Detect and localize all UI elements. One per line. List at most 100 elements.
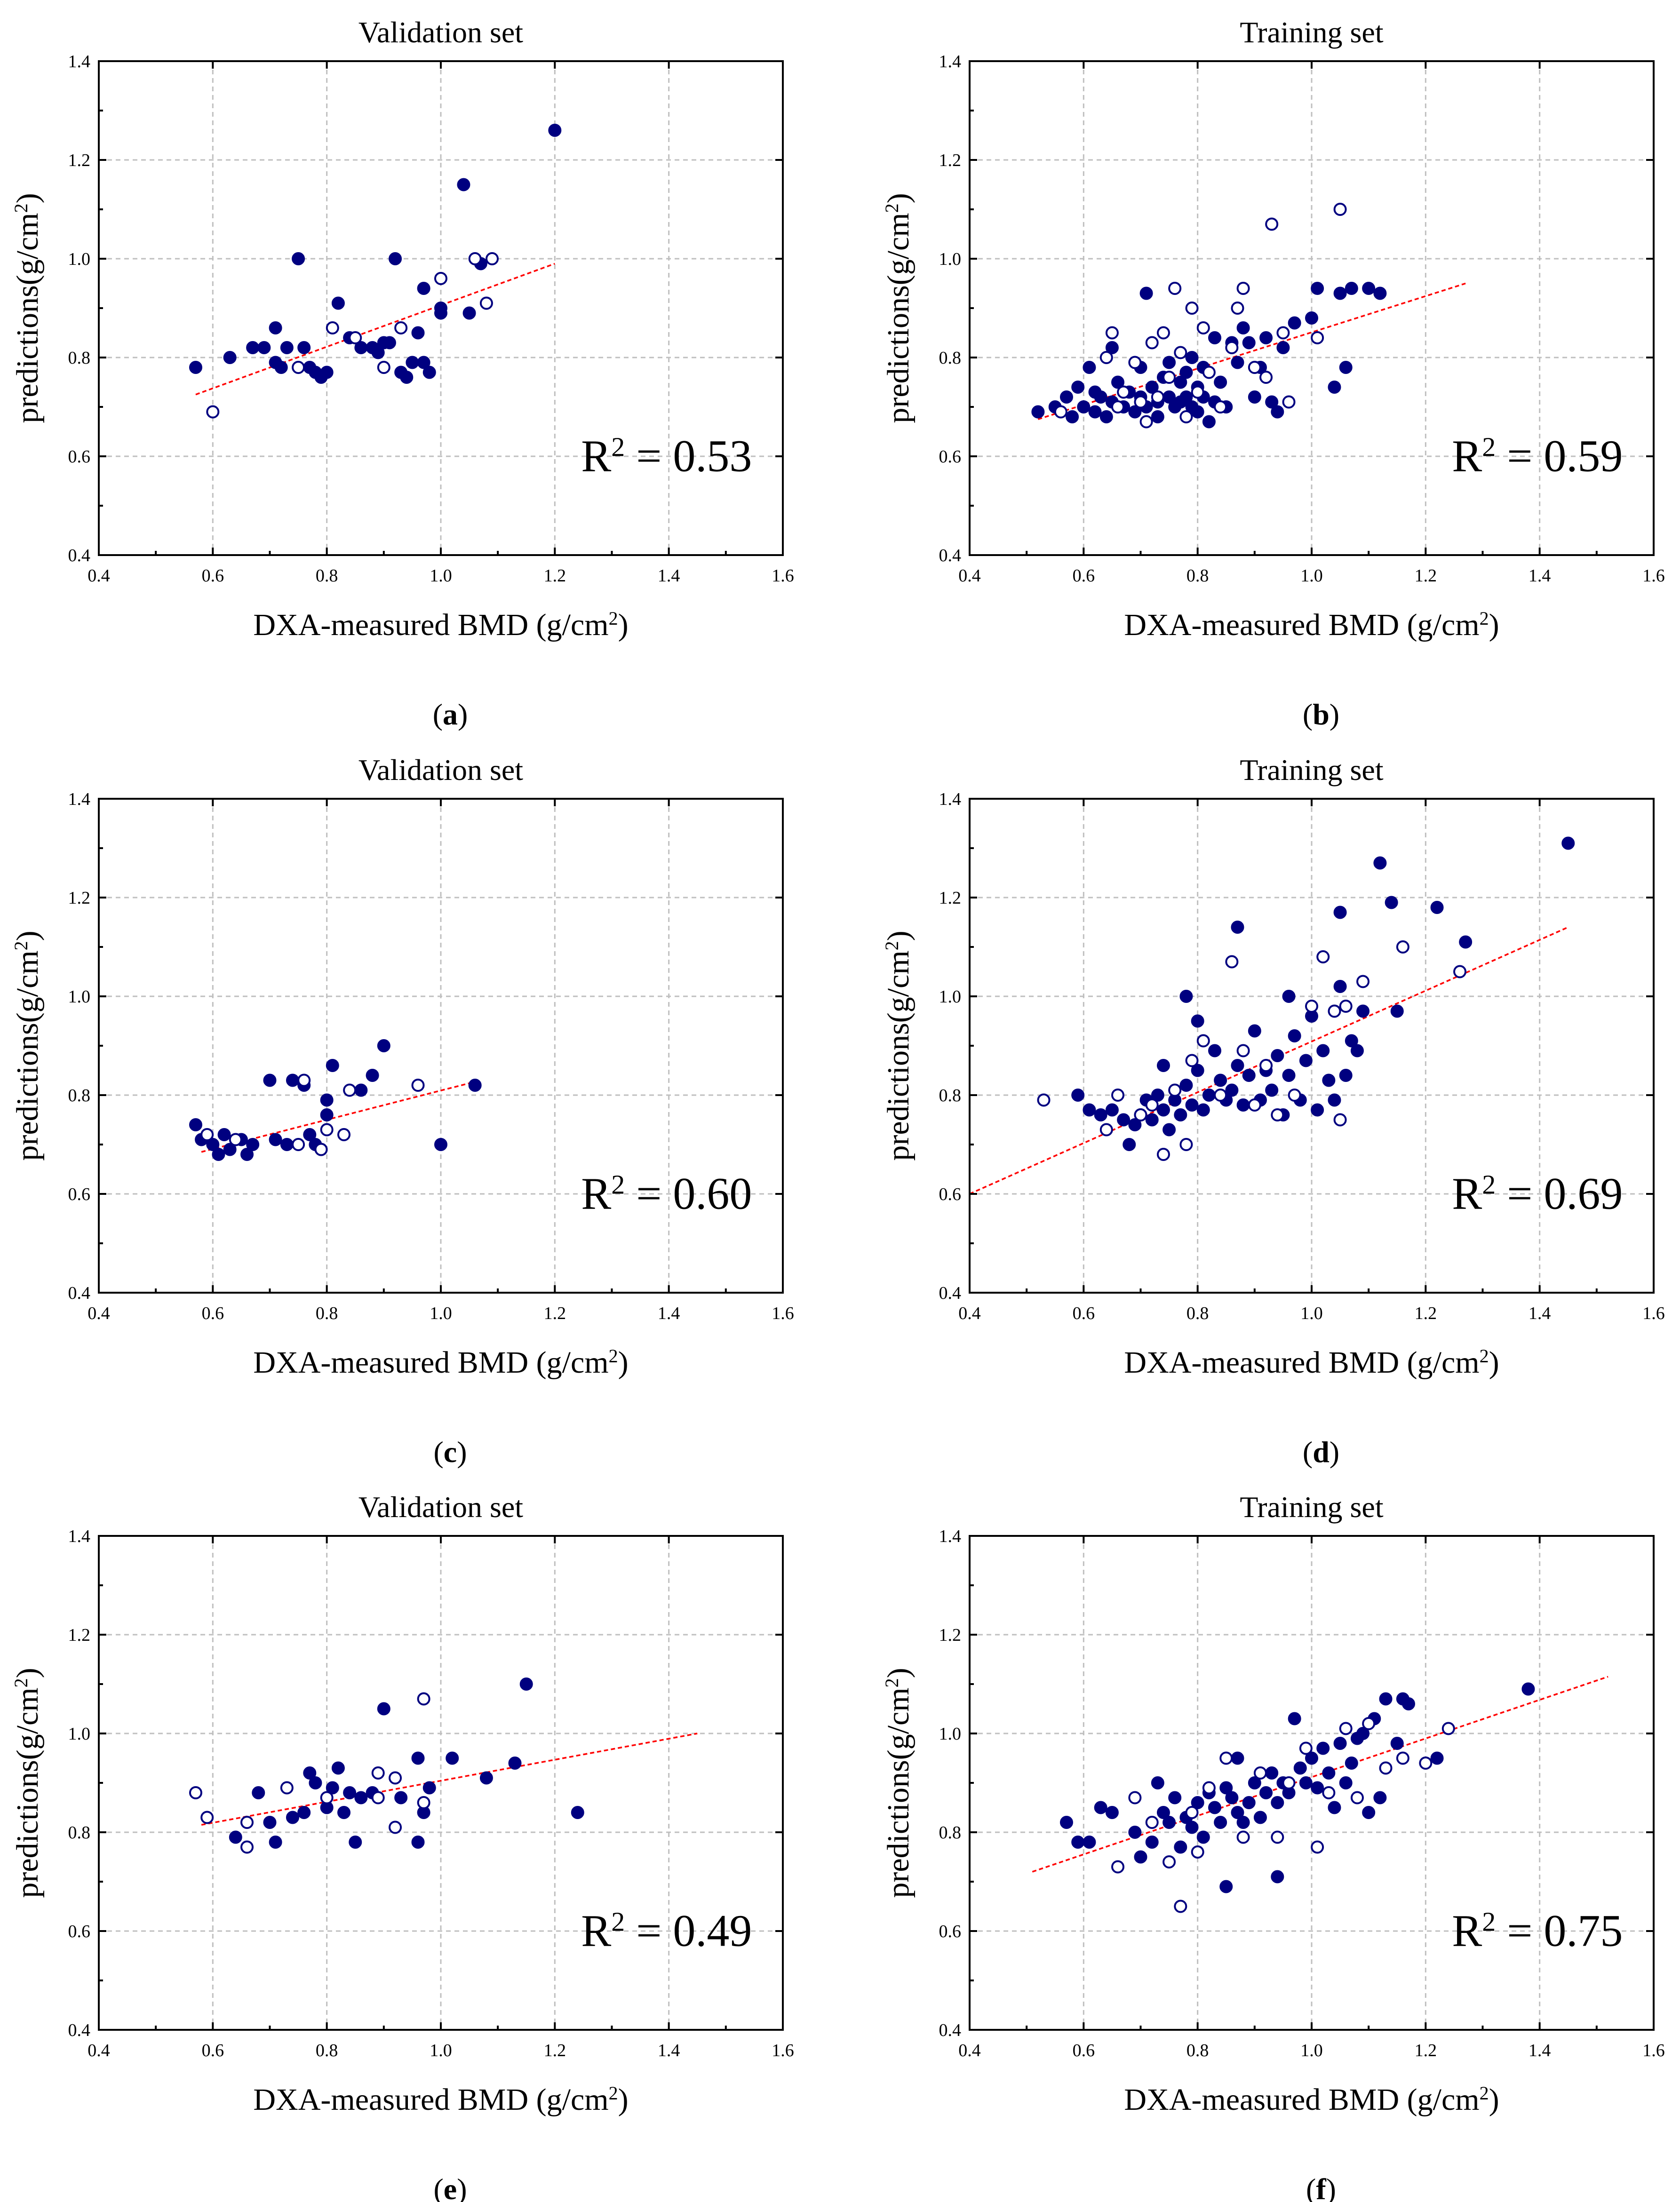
y-tick-label: 0.4 [939,2020,962,2040]
x-tick-label: 0.8 [316,2041,338,2060]
data-point-filled [1282,990,1296,1003]
data-point-filled [1179,366,1193,379]
data-point-filled [1271,1870,1284,1884]
data-point-filled [1162,1123,1176,1137]
data-point-filled [1299,1054,1313,1067]
data-point-filled [1225,1791,1239,1805]
data-point-filled [1350,1044,1364,1057]
data-point-filled [1271,405,1284,419]
data-point-open [200,1128,214,1141]
data-point-open [371,1766,385,1780]
data-point-filled [1299,1776,1313,1789]
x-tick-label: 0.4 [88,566,110,586]
data-point-filled [1208,1801,1222,1814]
x-tick-label: 0.8 [316,1304,338,1323]
grid [970,61,1654,555]
data-point-open [411,1079,425,1092]
data-point-filled [1071,1836,1085,1849]
data-point-filled [1156,1806,1170,1819]
data-point-filled [1208,331,1222,344]
data-point-open [1185,1806,1199,1819]
panel-title: Training set [1240,1490,1383,1524]
data-point-open [1174,346,1187,359]
data-point-open [377,361,390,374]
data-point-open [1168,1083,1182,1097]
data-point-filled [212,1148,225,1161]
data-point-filled [519,1677,533,1691]
data-point-filled [422,1781,436,1795]
data-point-filled [1328,1093,1341,1107]
data-point-filled [1248,390,1261,404]
data-point-filled [189,1118,202,1131]
data-point-filled [1333,980,1347,993]
data-point-filled [1345,1757,1358,1770]
y-axis-title: predictions(g/cm2) [881,930,916,1161]
data-point-open [1111,1860,1125,1874]
data-point-filled [1305,1751,1318,1765]
y-tick-label: 1.2 [68,888,91,908]
panel-a: 0.4 0.6 0.8 1.0 1.2 1.4 1.6 0.4 0.6 0.8 1.0 1.2 1.4 V… [10,16,794,731]
data-point-filled [1328,1801,1341,1814]
data-point-open [326,321,339,334]
data-point-filled [1214,1073,1227,1087]
data-point-filled [354,1083,368,1097]
data-point-filled [434,1138,447,1151]
data-point-filled [1128,405,1142,419]
data-point-filled [246,341,260,354]
data-point-filled [1242,1069,1256,1082]
data-point-filled [269,321,282,334]
data-point-filled [286,1811,299,1824]
data-point-filled [1083,1836,1096,1849]
data-point-filled [1139,286,1153,300]
data-point-filled [377,1702,390,1716]
data-point-filled [371,346,385,359]
data-point-filled [457,178,470,191]
data-point-filled [354,1791,368,1805]
data-point-open [1453,965,1467,978]
data-point-filled [1128,1826,1142,1839]
x-tick-label: 0.6 [1073,566,1095,586]
panel-b: 0.4 0.6 0.8 1.0 1.2 1.4 1.6 0.4 0.6 0.8 1.0 1.2 1.4 T… [881,16,1665,731]
r-squared-label: R2 = 0.69 [1452,1169,1623,1219]
data-point-filled [1196,1103,1210,1117]
y-tick-label: 0.6 [939,1184,962,1204]
data-point-open [1339,1000,1353,1013]
data-point-filled [280,341,294,354]
data-point-filled [263,1073,277,1087]
data-point-filled [1094,390,1107,404]
data-point-open [349,331,362,344]
data-point-filled [1322,1073,1336,1087]
data-point-filled [1105,1103,1119,1117]
x-tick-label: 1.2 [1415,2041,1437,2060]
x-tick-label: 0.8 [316,566,338,586]
r-squared-label: R2 = 0.49 [581,1906,752,1956]
points [189,1677,584,1854]
data-point-filled [1322,1766,1336,1780]
data-point-open [1037,1093,1051,1107]
data-point-filled [1311,282,1324,295]
x-tick-label: 1.0 [1300,566,1323,586]
data-point-filled [1328,381,1341,394]
data-point-filled [1066,410,1079,423]
data-point-open [1225,341,1239,354]
data-point-filled [1356,1727,1370,1740]
data-point-filled [1145,1113,1159,1127]
points [189,124,562,419]
data-point-filled [1214,1816,1227,1829]
data-point-filled [1094,1801,1107,1814]
data-point-open [479,296,493,310]
x-axis-title: DXA-measured BMD (g/cm2) [253,2083,628,2117]
data-point-filled [1345,1034,1358,1048]
data-point-filled [1225,1083,1239,1097]
data-point-filled [331,1761,345,1775]
x-tick-label: 0.6 [202,566,224,586]
data-point-open [1248,1098,1261,1112]
r-squared-label: R2 = 0.60 [581,1169,752,1219]
data-point-filled [297,1806,311,1819]
data-point-filled [1430,1751,1444,1765]
data-point-open [1054,405,1067,419]
data-point-filled [1059,1816,1073,1829]
data-point-open [1179,410,1193,423]
data-point-filled [389,252,402,265]
data-point-filled [1311,1781,1324,1795]
